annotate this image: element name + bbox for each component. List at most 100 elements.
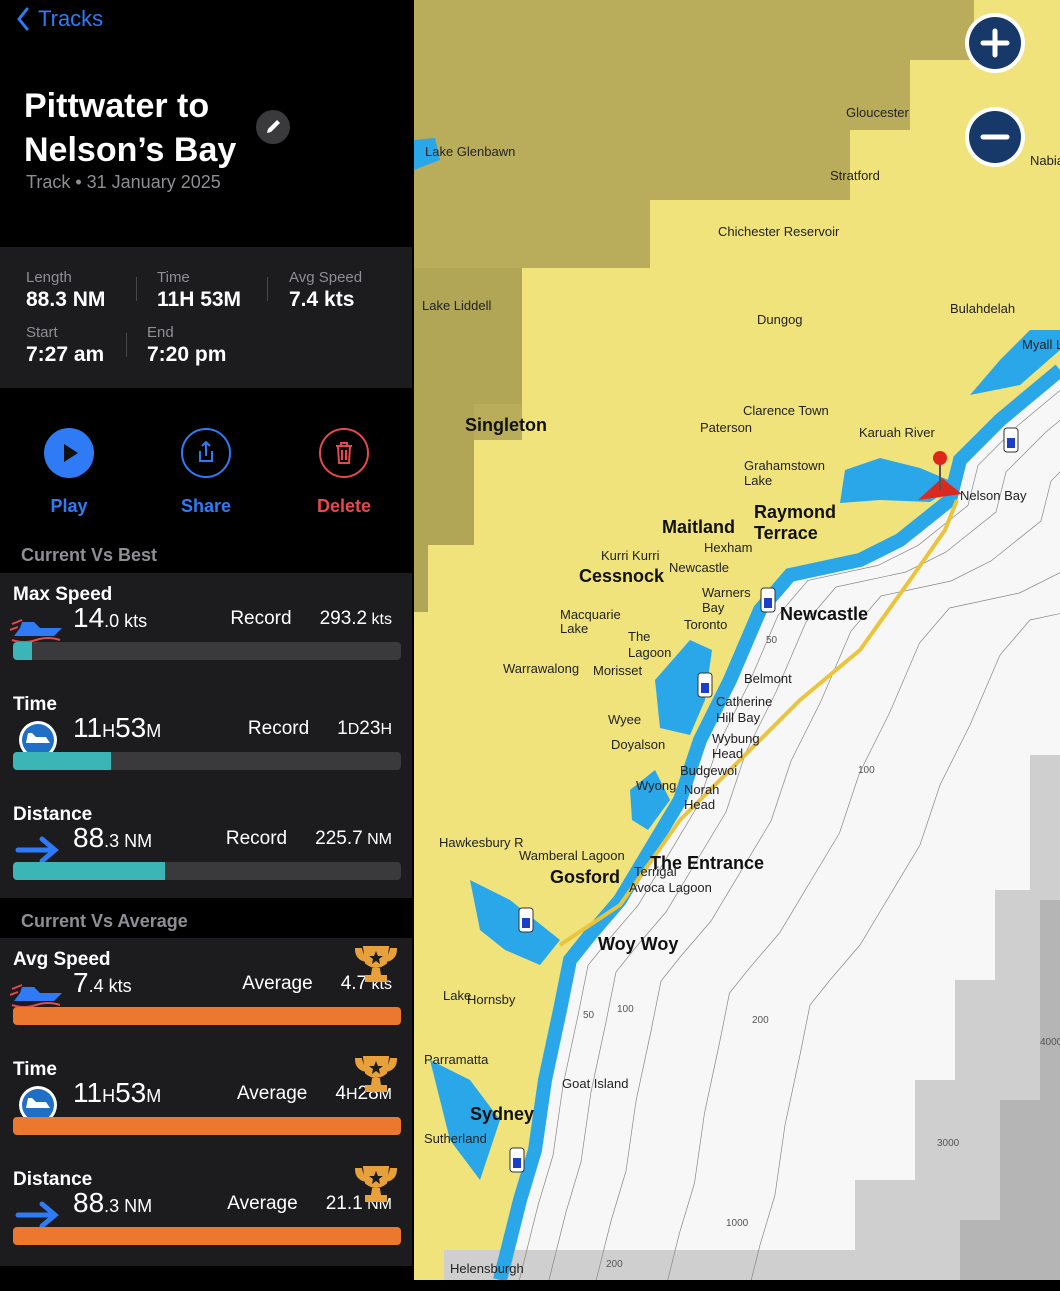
action-label: Share xyxy=(146,496,266,517)
zoom-button[interactable] xyxy=(965,13,1025,73)
map-label: Wyee xyxy=(608,712,641,727)
value-piece: 88 xyxy=(73,1187,104,1218)
stat-label: Time xyxy=(157,269,241,286)
pencil-icon xyxy=(256,110,290,144)
map-label: Dungog xyxy=(757,312,803,327)
map-label: Nabia xyxy=(1030,153,1060,168)
map-label: Warners xyxy=(702,585,751,600)
back-chevron xyxy=(16,7,30,31)
value-piece: .3 NM xyxy=(104,831,152,851)
value-piece: 14 xyxy=(73,602,104,633)
value-piece: 1 xyxy=(337,718,348,739)
map-label: Lake Glenbawn xyxy=(425,144,515,159)
zoom-button[interactable] xyxy=(965,107,1025,167)
cur: 11H53M xyxy=(73,1077,161,1109)
map-label: Lake xyxy=(744,473,772,488)
track-subtitle: Track • 31 January 2025 xyxy=(26,172,221,193)
map-label: Wyong xyxy=(636,778,676,793)
value-piece: H xyxy=(102,721,115,741)
marina-icon-fill xyxy=(764,598,772,608)
reference-label: Average xyxy=(237,1083,307,1104)
back-button[interactable]: Tracks xyxy=(16,6,103,32)
value-piece: D xyxy=(348,721,360,738)
value-piece: M xyxy=(146,1086,161,1106)
marina-icon-fill xyxy=(522,918,530,928)
depth-label: 50 xyxy=(766,635,778,646)
value-piece: 88 xyxy=(73,822,104,853)
arrow-icon xyxy=(18,839,55,861)
progress-fill xyxy=(13,1227,401,1245)
map-label: Sutherland xyxy=(424,1131,487,1146)
map-label: Norah xyxy=(684,782,719,797)
progress-fill xyxy=(13,752,111,770)
map-label: Newcastle xyxy=(780,604,868,624)
map-label: Hill Bay xyxy=(716,710,761,725)
marina-icon-fill xyxy=(513,1158,521,1168)
map-label: Belmont xyxy=(744,671,792,686)
map-label: Kurri Kurri xyxy=(601,548,660,563)
value-piece: .0 kts xyxy=(104,611,147,631)
reference-label: Average xyxy=(227,1193,297,1214)
value-piece: 53 xyxy=(115,712,146,743)
stat-value: 7:20 pm xyxy=(147,343,226,367)
marina-icon-fill xyxy=(1007,438,1015,448)
stat-value: 88.3 NM xyxy=(26,288,105,312)
play-button[interactable]: Play xyxy=(9,428,129,517)
title-line: Nelson’s Bay xyxy=(24,128,236,172)
title-line: Pittwater to xyxy=(24,84,236,128)
reference-label: Average xyxy=(242,973,312,994)
map-label: Goat Island xyxy=(562,1076,629,1091)
delete-button[interactable]: Delete xyxy=(284,428,404,517)
map-label: Wybung xyxy=(712,731,760,746)
edit-button[interactable] xyxy=(256,110,290,144)
boat-icon xyxy=(14,987,62,1001)
map-label: Stratford xyxy=(830,168,880,183)
map-label: Terrace xyxy=(754,523,818,543)
row-label: Time xyxy=(13,694,57,716)
depth-label: 200 xyxy=(752,1015,769,1026)
map-label: Paterson xyxy=(700,420,752,435)
value-piece: .4 kts xyxy=(89,976,132,996)
progress-track xyxy=(13,1007,401,1025)
share-button[interactable]: Share xyxy=(146,428,266,517)
value-piece: 11 xyxy=(73,712,102,743)
map-label: Lake xyxy=(443,988,471,1003)
reference-label: Record xyxy=(230,608,291,629)
cur: 88.3 NM xyxy=(73,822,152,854)
map-label: Avoca Lagoon xyxy=(629,880,712,895)
map-label: Newcastle xyxy=(669,560,729,575)
map-label: Budgewoi xyxy=(680,763,737,778)
progress-track xyxy=(13,862,401,880)
map-label: Doyalson xyxy=(611,737,665,752)
reference-label: Record xyxy=(226,828,287,849)
map-label: Catherine xyxy=(716,694,772,709)
track-panel: Tracks Pittwater to Nelson’s Bay Track •… xyxy=(0,0,414,1280)
progress-track xyxy=(13,1117,401,1135)
trophy-icon xyxy=(352,1053,400,1093)
action-label: Delete xyxy=(284,496,404,517)
marina-icon-fill xyxy=(701,683,709,693)
cur: 7.4 kts xyxy=(73,967,132,999)
separator xyxy=(136,277,137,301)
map-label: Morisset xyxy=(593,663,643,678)
map-label: Lagoon xyxy=(628,645,671,660)
map-label: Hexham xyxy=(704,540,752,555)
depth-label: 50 xyxy=(583,1010,595,1021)
cur: 14.0 kts xyxy=(73,602,147,634)
depth-label: 100 xyxy=(858,765,875,776)
value-piece: 4 xyxy=(335,1083,346,1104)
